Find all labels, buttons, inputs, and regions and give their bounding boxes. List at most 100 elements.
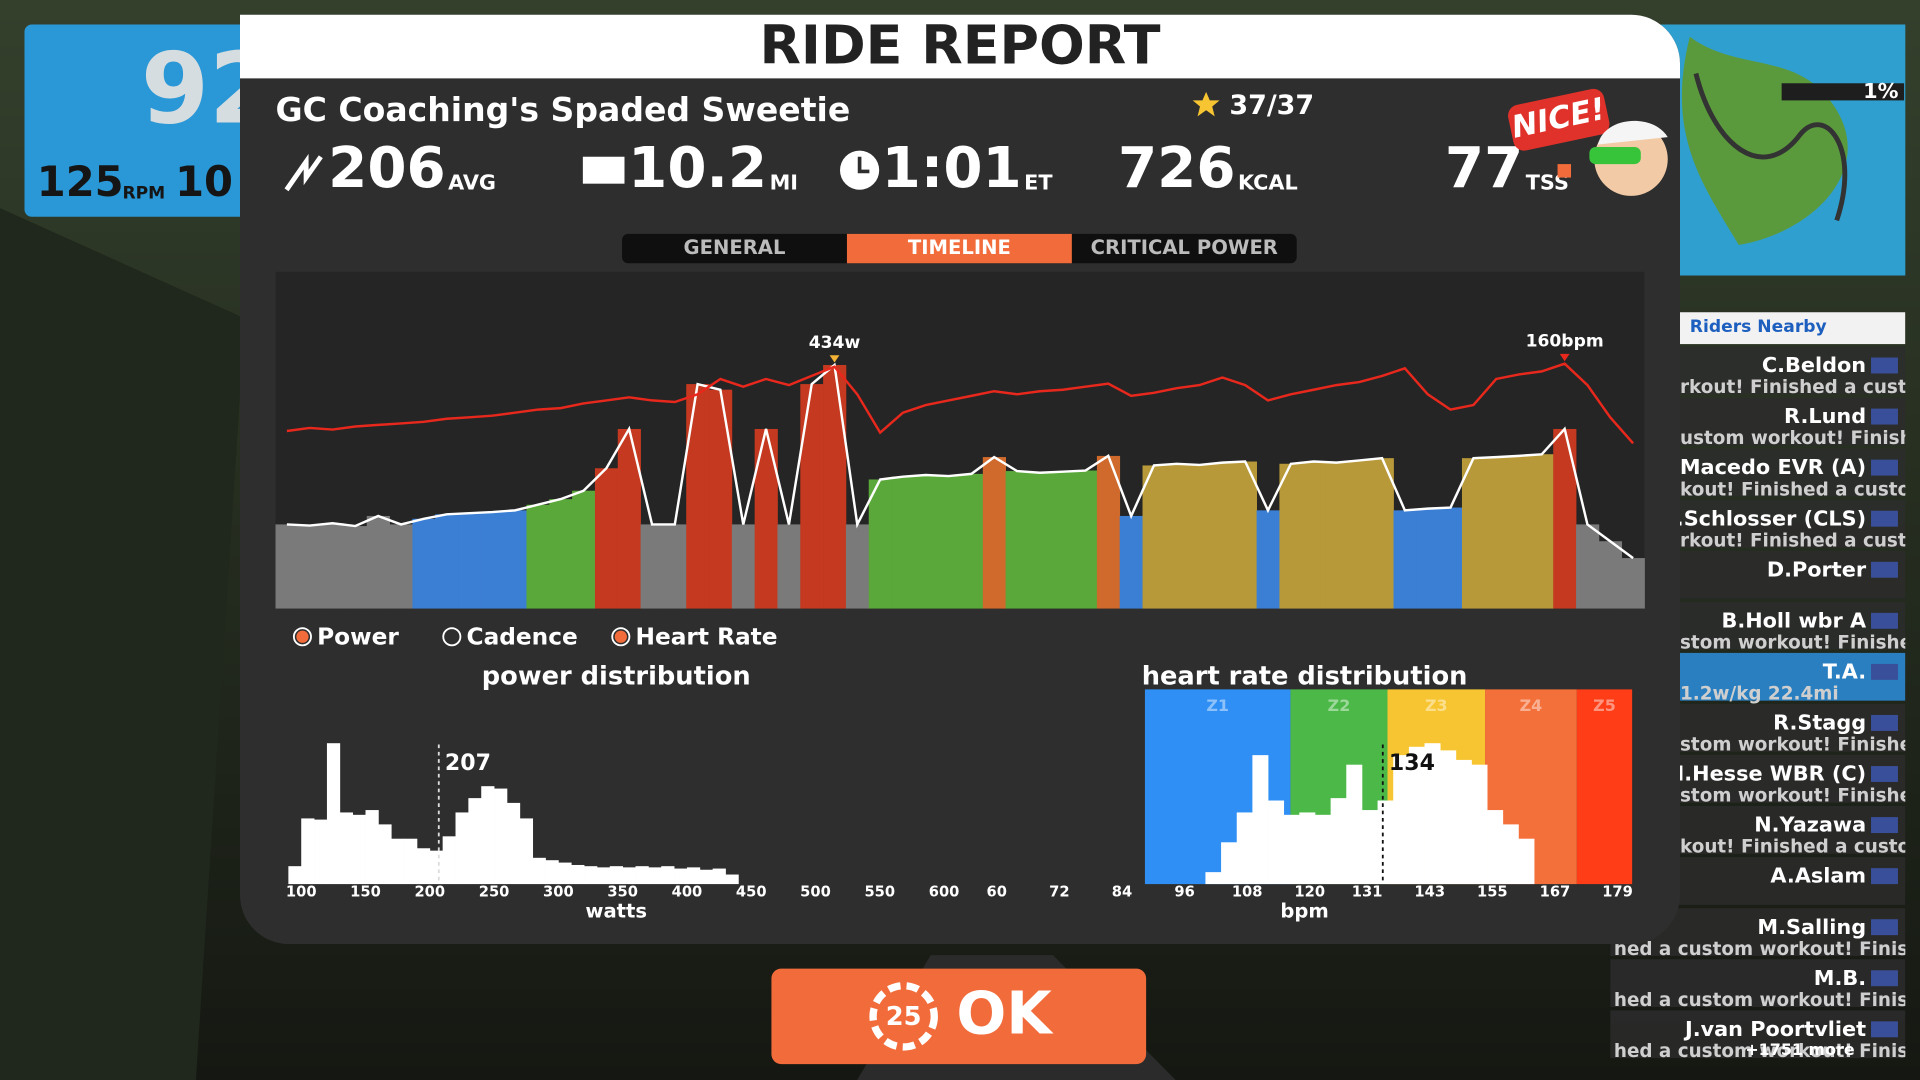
power-bar <box>298 525 322 609</box>
histogram-bar <box>1424 743 1441 885</box>
rider-flag <box>1871 868 1898 885</box>
power-line <box>286 362 1634 560</box>
rider-name[interactable]: R.Lund <box>1784 404 1866 428</box>
x-tick-label: 150 <box>350 884 381 901</box>
power-bar <box>1210 462 1235 609</box>
rider-name[interactable]: M.B. <box>1814 966 1866 990</box>
hr-zone-label: Z5 <box>1593 696 1616 715</box>
tab-active[interactable] <box>846 233 1072 264</box>
x-tick-label: 350 <box>607 884 638 901</box>
x-axis-label: bpm <box>1280 900 1328 923</box>
histogram-bar <box>648 867 662 885</box>
hud-cadence-unit: RPM <box>122 183 165 203</box>
power-bar <box>1325 462 1349 609</box>
rider-name[interactable]: M.Hesse WBR (C) <box>1664 762 1867 786</box>
distance-icon <box>582 156 625 184</box>
histogram-bar <box>699 869 714 885</box>
clock-hands <box>857 156 870 174</box>
rider-name[interactable]: M.Schlosser (CLS) <box>1655 506 1866 530</box>
ok-label[interactable]: OK <box>956 979 1054 1048</box>
histogram-bar <box>1393 755 1410 885</box>
rider-status: stom workout! Finishe <box>1680 735 1912 756</box>
rider-name[interactable]: D.Porter <box>1767 557 1867 581</box>
hr-zone-label: Z1 <box>1206 696 1229 715</box>
x-tick-label: 100 <box>286 884 317 901</box>
legend-toggle-on[interactable] <box>296 630 309 643</box>
legend-label[interactable]: Power <box>317 623 399 650</box>
rider-name[interactable]: C.Beldon <box>1762 353 1866 377</box>
legend-label[interactable]: Cadence <box>467 623 578 650</box>
histogram-bar <box>1330 798 1347 885</box>
legend-toggle[interactable] <box>442 627 462 647</box>
rider-flag <box>1871 459 1898 476</box>
histogram-bar <box>545 860 559 885</box>
riders-title: Riders Nearby <box>1690 317 1827 337</box>
riders-more[interactable]: +1751 more <box>1745 1040 1854 1059</box>
ok-button-box[interactable] <box>771 968 1147 1065</box>
histogram-bar <box>1346 764 1363 885</box>
histogram-bar <box>661 866 675 885</box>
rider-name[interactable]: M.Salling <box>1757 915 1866 939</box>
gradient-bar <box>1781 83 1905 101</box>
power-bar <box>982 457 1007 609</box>
distributions: power distribution 207 100 150 200 250 300 350 4… <box>286 662 1633 923</box>
rider-row[interactable] <box>1610 1010 1906 1059</box>
tab-label[interactable]: CRITICAL POWER <box>1091 236 1278 259</box>
histogram-bar <box>404 838 418 885</box>
ok-button[interactable]: 25 OK <box>771 968 1147 1065</box>
tab-label[interactable]: TIMELINE <box>908 236 1011 259</box>
histogram-bar <box>1283 814 1300 885</box>
legend-label[interactable]: Heart Rate <box>636 623 778 650</box>
power-bar <box>731 524 756 609</box>
timeline-chart: 434w 160bpm <box>275 332 1645 609</box>
stats: 206 AVG 10.2 MI 1:01 ET 726 KCAL 77 TSS <box>328 136 1569 201</box>
x-tick-label: 120 <box>1294 884 1325 901</box>
x-tick-label: 600 <box>929 884 960 901</box>
rider-status: ustom workout! Finishe <box>1680 428 1920 449</box>
x-tick-label: 200 <box>414 884 445 901</box>
power-icon <box>284 153 323 192</box>
peak-marker <box>1559 353 1570 362</box>
legend-toggle[interactable] <box>292 627 312 647</box>
rider-name[interactable]: B.Holl wbr A <box>1721 608 1866 632</box>
power-bar <box>960 473 984 609</box>
power-bar <box>1142 465 1166 609</box>
power-bar <box>823 365 847 609</box>
legend-toggle[interactable] <box>611 627 631 647</box>
histogram-bar <box>674 868 688 885</box>
power-bar <box>754 428 778 609</box>
tab-label[interactable]: GENERAL <box>684 236 786 259</box>
power-bar <box>845 524 870 609</box>
power-bar <box>1096 455 1121 609</box>
histogram-bar <box>391 838 405 885</box>
power-bar <box>594 468 619 609</box>
histogram-bar <box>1471 764 1488 885</box>
power-bar <box>1188 464 1212 609</box>
rider-name[interactable]: G.Macedo EVR (A) <box>1655 455 1866 479</box>
rider-name[interactable]: R.Stagg <box>1773 711 1866 735</box>
rider-status: hed a custom workout! Finis <box>1614 990 1908 1011</box>
power-bar <box>686 384 710 609</box>
rider-status: stom workout! Finishe <box>1680 632 1912 653</box>
rider-name[interactable]: A.Aslam <box>1770 864 1866 888</box>
power-bar <box>1119 515 1143 609</box>
power-bar <box>1165 463 1189 609</box>
histogram-bar <box>519 818 534 885</box>
hud-extra: 10 <box>175 157 233 206</box>
power-bar <box>412 518 436 609</box>
power-bar <box>366 515 390 609</box>
rider-name[interactable]: J.van Poortvliet <box>1683 1017 1866 1041</box>
histogram-bar <box>1502 824 1519 885</box>
power-bar <box>1530 454 1554 609</box>
rider-name[interactable]: T.A. <box>1823 659 1866 683</box>
hr-zone <box>1576 689 1633 885</box>
rider-status: kout! Finished a custo <box>1680 479 1910 500</box>
legend-toggle-on[interactable] <box>614 630 627 643</box>
histogram-bar <box>558 862 572 885</box>
rider-row[interactable] <box>1610 959 1906 1008</box>
rider-name[interactable]: N.Yazawa <box>1754 813 1866 837</box>
power-bar <box>1256 510 1280 609</box>
histogram-bar <box>378 824 392 885</box>
power-bar <box>1439 507 1463 609</box>
